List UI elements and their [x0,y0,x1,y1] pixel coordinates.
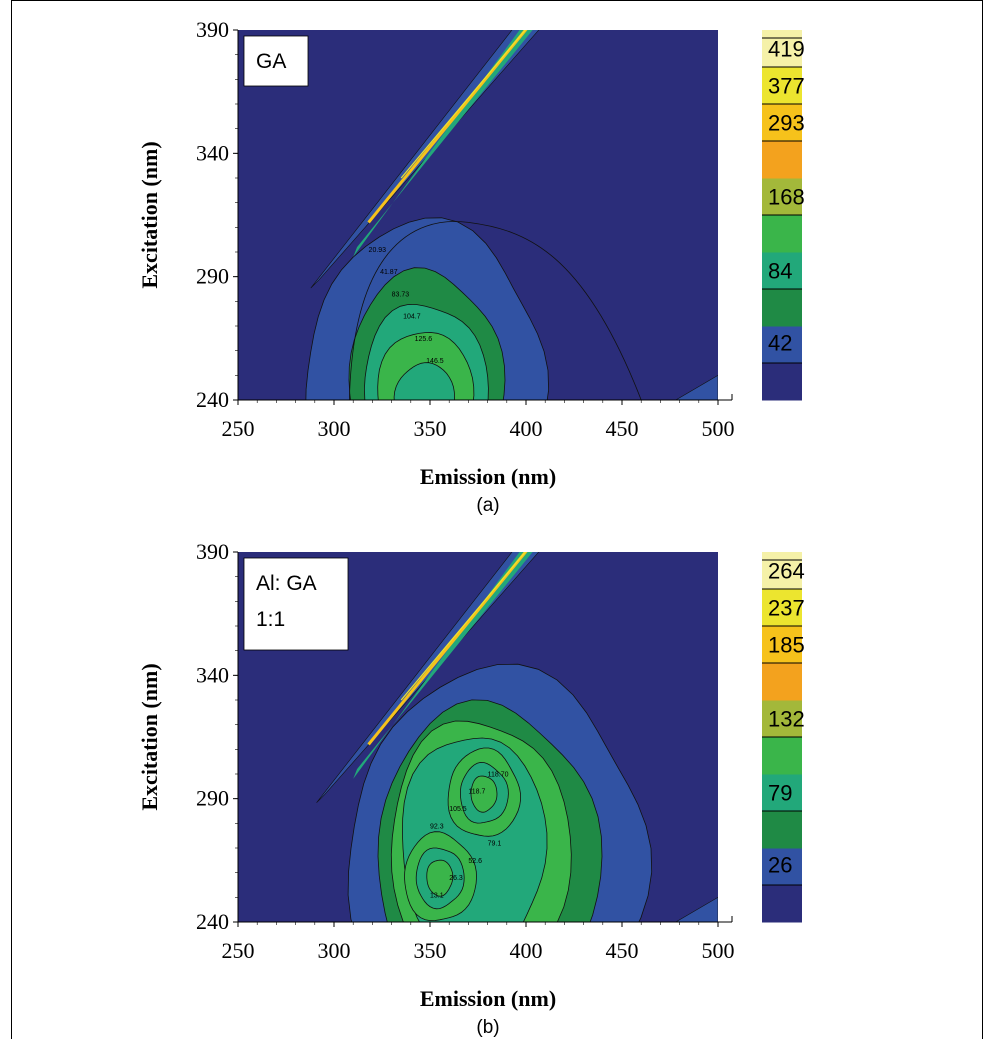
colorbar-swatch [762,700,802,738]
second-order-edge [675,896,718,922]
x-tick-label: 500 [702,938,735,963]
colorbar-swatch [762,252,802,290]
colorbar-label: 84 [768,259,792,284]
colorbar-swatch [762,67,802,105]
sample-label-box [243,557,349,651]
colorbar-swatch [762,589,802,627]
colorbar-label: 79 [768,781,792,806]
y-axis-title: Excitation (nm) [137,663,162,810]
y-tick-label: 290 [196,786,229,811]
contour-level [470,775,498,813]
colorbar-swatch [762,737,802,775]
contour-fill-group: 13.1 26.3 52.6 79.1 92.3 105.5 118.7 118.70 [316,552,718,922]
panel-caption: (a) [476,495,499,516]
contour-level [426,859,454,897]
x-tick-label: 500 [702,416,735,441]
contour-label: 125.6 [415,336,433,343]
contour-label: 118.7 [468,789,485,796]
panel-a: 20.93 41.87 83.73 104.7 125.6 146.5 240 290 340 3… [0,0,985,520]
colorbar-label: 237 [768,596,805,621]
y-tick-label: 340 [196,662,229,687]
contour-label: 146.5 [426,358,444,365]
colorbar-swatch [762,552,802,590]
scatter-band-peak [400,552,527,701]
x-tick-label: 450 [606,938,639,963]
y-axis-title: Excitation (nm) [137,141,162,288]
x-tick-label: 400 [510,938,543,963]
contour-label: 26.3 [449,875,463,882]
x-tick-label: 450 [606,416,639,441]
scatter-band-outer [310,30,540,289]
figure-frame [11,0,983,1039]
x-tick-label: 300 [318,938,351,963]
colorbar-swatch [762,326,802,364]
contour-label: 83.73 [392,291,410,298]
colorbar-swatch [762,178,802,216]
x-tick-label: 250 [222,416,255,441]
sample-label-text: Al: GA [256,572,317,595]
contour-fill-group: 20.93 41.87 83.73 104.7 125.6 146.5 [305,30,718,400]
colorbar-label: 42 [768,331,792,356]
panel-caption: (b) [476,1017,499,1038]
y-tick-label: 240 [196,909,229,934]
contour-level [393,362,456,400]
colorbar-swatch [762,104,802,142]
colorbar-label: 419 [768,37,805,62]
colorbar-label: 377 [768,74,805,99]
contour-label: 104.7 [403,314,421,321]
colorbar-label: 264 [768,559,805,584]
contour-label: 105.5 [449,806,467,813]
sample-label-box [243,35,309,87]
x-tick-label: 350 [414,938,447,963]
colorbar-label: 26 [768,853,792,878]
contour-label: 13.1 [430,892,444,899]
y-tick-label: 340 [196,140,229,165]
contour-line [348,221,642,400]
x-axis-title: Emission (nm) [420,986,556,1011]
colorbar-swatch [762,663,802,701]
colorbar-label: 168 [768,185,805,210]
sample-label-text: 1:1 [256,608,285,631]
contour-label: 79.1 [488,841,502,848]
sample-label-text: GA [256,50,286,73]
scatter-band-peak [400,30,527,179]
second-order-edge [675,374,718,400]
colorbar-swatch [762,215,802,253]
x-axis-title: Emission (nm) [420,464,556,489]
colorbar-swatch [762,363,802,401]
colorbar-swatch [762,626,802,664]
colorbar-label: 132 [768,707,805,732]
colorbar-swatch [762,885,802,923]
y-tick-label: 390 [196,539,229,564]
colorbar-swatch [762,774,802,812]
contour-label: 118.70 [488,771,509,778]
panel-b: 13.1 26.3 52.6 79.1 92.3 105.5 118.7 118.70 240 2… [0,522,985,1042]
colorbar-swatch [762,848,802,886]
y-tick-label: 390 [196,17,229,42]
contour-label: 41.87 [380,269,398,276]
colorbar-swatch [762,30,802,68]
y-tick-label: 290 [196,264,229,289]
y-tick-label: 240 [196,387,229,412]
x-tick-label: 350 [414,416,447,441]
eem-chart-b: 13.1 26.3 52.6 79.1 92.3 105.5 118.7 118.70 240 2… [137,539,805,1038]
colorbar-label: 293 [768,111,805,136]
contour-label: 92.3 [430,823,444,830]
x-tick-label: 300 [318,416,351,441]
x-tick-label: 250 [222,938,255,963]
contour-label: 52.6 [468,858,482,865]
eem-chart-a: 20.93 41.87 83.73 104.7 125.6 146.5 240 290 340 3… [137,17,805,516]
colorbar-swatch [762,811,802,849]
x-tick-label: 400 [510,416,543,441]
colorbar-swatch [762,289,802,327]
colorbar-swatch [762,141,802,179]
contour-label: 20.93 [369,247,387,254]
colorbar-label: 185 [768,633,805,658]
